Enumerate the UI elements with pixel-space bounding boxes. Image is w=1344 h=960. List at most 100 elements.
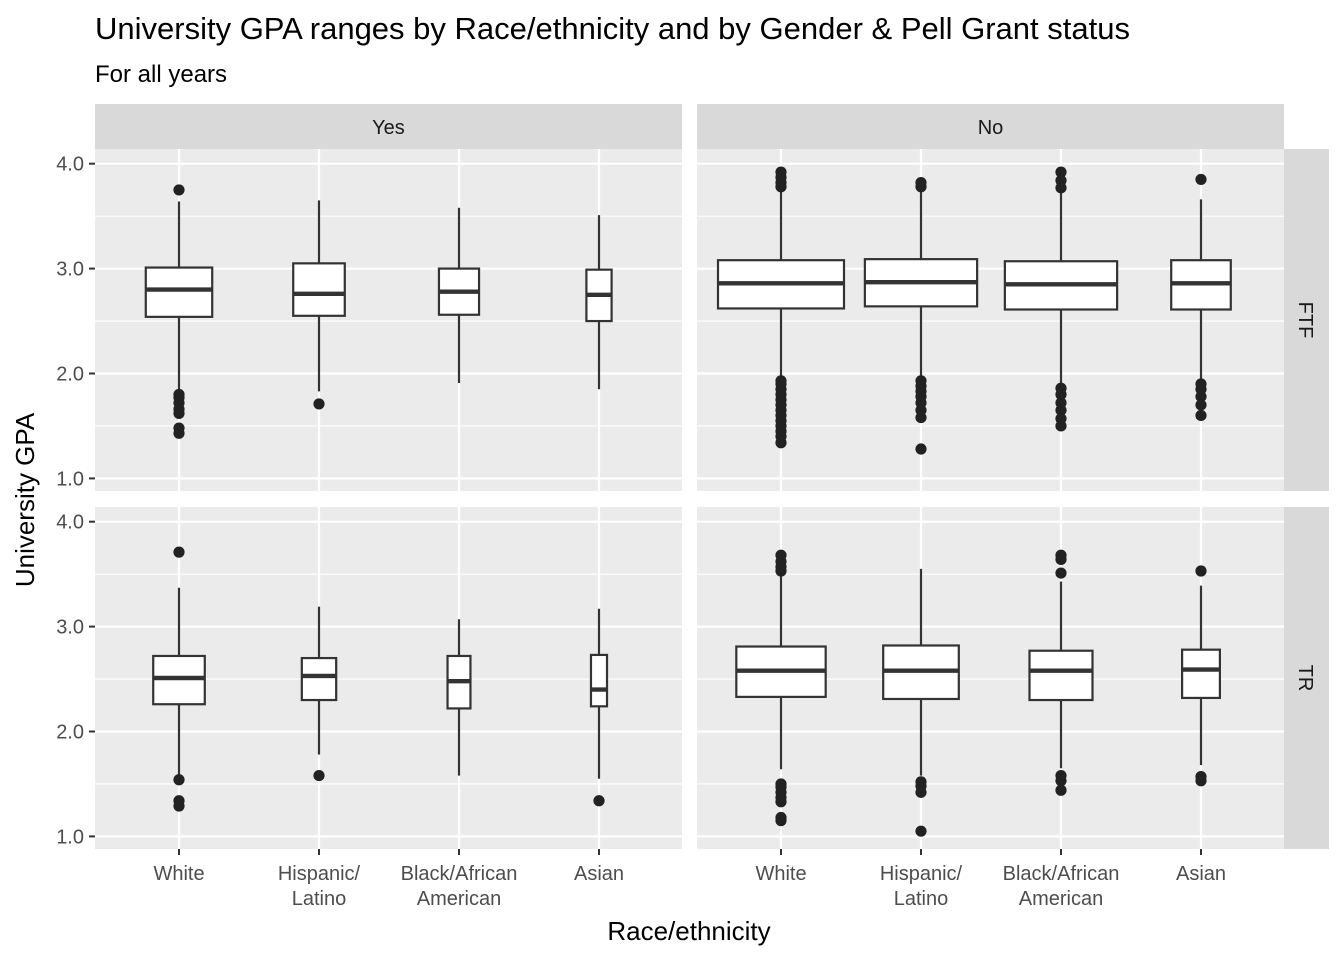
outlier-point (915, 443, 927, 455)
box-iqr (1180, 648, 1221, 700)
x-tick-label-line: Black/African (401, 863, 518, 885)
x-tick-label: Asian (1176, 863, 1226, 885)
strip-col-no (697, 104, 1284, 149)
x-tick-label: White (153, 863, 204, 885)
outlier-point (915, 776, 927, 788)
outlier-point (313, 398, 325, 410)
box-iqr (144, 266, 214, 318)
y-tick-label: 4.0 (56, 154, 84, 176)
y-tick-label: 3.0 (56, 259, 84, 281)
box-iqr (1028, 649, 1094, 702)
outlier-point (1055, 567, 1067, 579)
y-tick-label: 1.0 (56, 468, 84, 490)
outlier-point (775, 778, 787, 790)
outlier-point (1195, 378, 1207, 390)
box-iqr (300, 656, 338, 702)
outlier-point (1055, 549, 1067, 561)
outlier-point (1195, 771, 1207, 783)
box-white-yes-tr (152, 546, 206, 812)
outlier-point (775, 549, 787, 561)
strip-col-label: Yes (372, 117, 405, 139)
x-tick-label-line: Black/African (1003, 863, 1120, 885)
y-axis-title: University GPA (10, 412, 40, 587)
box-hispanic-latino-yes-tr (300, 606, 338, 782)
box-black-african-american-yes-ftf (437, 207, 481, 383)
chart-title: University GPA ranges by Race/ethnicity … (95, 11, 1130, 46)
outlier-point (1195, 399, 1207, 411)
box-hispanic-latino-no-tr (882, 568, 960, 837)
box-black-african-american-no-tr (1028, 549, 1094, 796)
chart-subtitle: For all years (95, 61, 227, 88)
box-asian-no-tr (1180, 565, 1221, 787)
outlier-point (915, 825, 927, 837)
strip-col-label: No (978, 117, 1004, 139)
panel-no-ftf (697, 149, 1284, 491)
outlier-point (775, 811, 787, 824)
box-asian-yes-tr (589, 608, 609, 807)
x-tick-label-line: Asian (1176, 863, 1226, 885)
strip-row-ftf (1284, 149, 1329, 491)
outlier-point (313, 769, 325, 782)
outlier-point (1055, 174, 1067, 187)
outlier-point (173, 795, 185, 807)
outlier-point (173, 184, 185, 196)
x-tick-label: Hispanic/Latino (278, 863, 361, 910)
y-tick-label: 4.0 (56, 512, 84, 534)
plot-area: Yes No FTF TR 1.0 2.0 3.0 4.0 1.0 2.0 3.0 4.0 White H… (56, 104, 1329, 910)
box-asian-no-ftf (1170, 173, 1232, 422)
panel-yes-ftf (95, 149, 682, 491)
x-tick-label: White (755, 863, 806, 885)
strip-row-tr (1284, 507, 1329, 849)
outlier-point (173, 774, 185, 786)
strip-row-label: FTF (1294, 302, 1316, 339)
box-black-african-american-yes-tr (446, 619, 472, 776)
outlier-point (1195, 565, 1207, 577)
strip-col-yes (95, 104, 682, 149)
outlier-point (775, 166, 787, 178)
outlier-point (173, 546, 185, 558)
x-tick-label-line: Latino (292, 888, 347, 910)
outlier-point (1055, 382, 1067, 394)
x-tick-label-line: Hispanic/ (880, 863, 963, 885)
x-tick-label: Black/African American (1003, 863, 1120, 910)
x-tick-label-line: White (153, 863, 204, 885)
x-tick-label: Hispanic/Latino (880, 863, 963, 910)
x-tick-label-line: White (755, 863, 806, 885)
outlier-point (915, 375, 927, 387)
outlier-point (1195, 173, 1207, 186)
box-iqr (589, 653, 609, 708)
strip-row-label: TR (1294, 665, 1316, 692)
outlier-point (1055, 397, 1067, 409)
x-tick-label-line: Latino (894, 888, 949, 910)
outlier-point (173, 388, 185, 401)
y-tick-label: 1.0 (56, 826, 84, 848)
outlier-point (1195, 409, 1207, 422)
x-tick-label: Black/African American (401, 863, 518, 910)
x-tick-label-line: American (1019, 888, 1103, 910)
outlier-point (1055, 413, 1067, 425)
outlier-point (173, 422, 185, 434)
box-white-no-tr (735, 549, 827, 827)
y-tick-label: 2.0 (56, 722, 84, 744)
outlier-point (1055, 784, 1067, 796)
x-axis-title: Race/ethnicity (607, 916, 770, 946)
box-hispanic-latino-yes-ftf (292, 200, 346, 410)
y-tick-label: 3.0 (56, 617, 84, 639)
box-iqr (292, 262, 346, 317)
x-tick-label-line: Hispanic/ (278, 863, 361, 885)
box-white-yes-ftf (144, 184, 214, 439)
box-asian-yes-ftf (585, 215, 613, 390)
box-hispanic-latino-no-ftf (863, 176, 979, 455)
outlier-point (1055, 769, 1067, 782)
outlier-point (593, 795, 605, 807)
outlier-point (775, 375, 787, 387)
x-tick-label-line: American (417, 888, 501, 910)
outlier-point (1055, 166, 1067, 178)
y-tick-label: 2.0 (56, 364, 84, 386)
x-tick-label: Asian (574, 863, 624, 885)
x-tick-label-line: Asian (574, 863, 624, 885)
outlier-point (915, 176, 927, 189)
box-white-no-ftf (716, 166, 846, 449)
box-black-african-american-no-ftf (1003, 166, 1119, 432)
